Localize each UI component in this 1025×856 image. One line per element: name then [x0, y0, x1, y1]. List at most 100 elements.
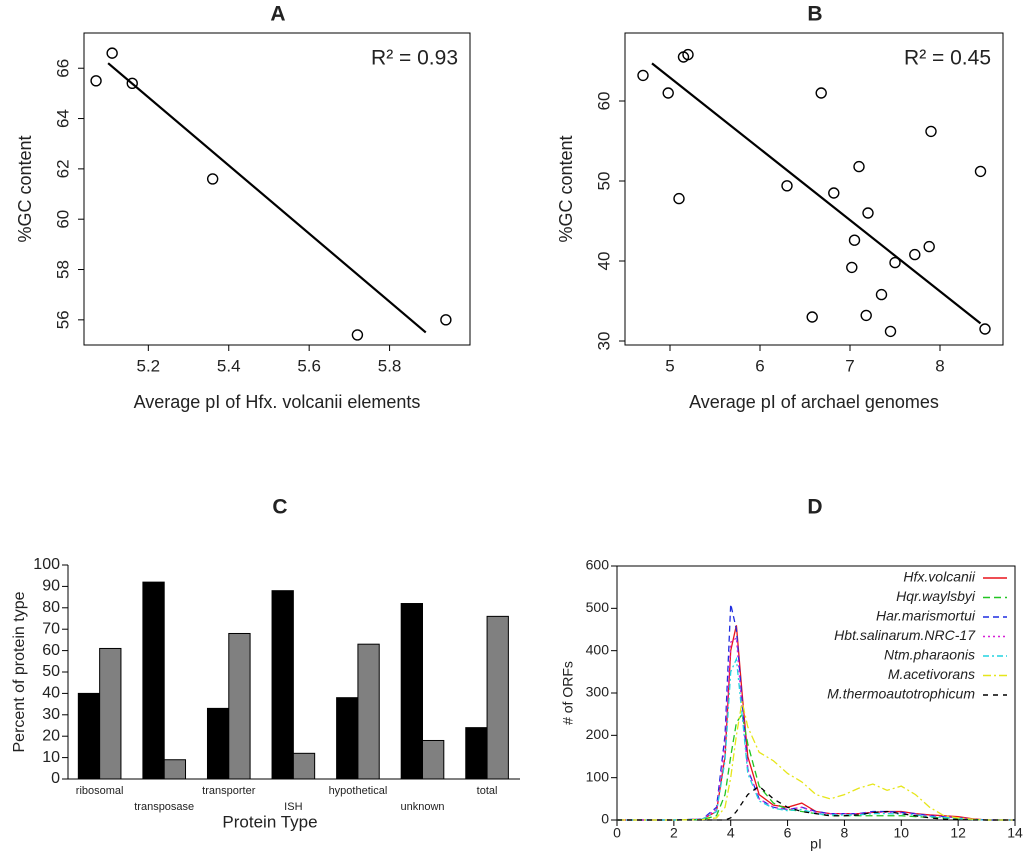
bar: [486, 615, 509, 780]
series-line: [617, 656, 1015, 821]
y-tick-label: 30: [594, 332, 613, 351]
point: [925, 125, 937, 138]
point: [828, 187, 840, 199]
legend-label: Hbt.salinarum.NRC-17: [834, 627, 976, 643]
y-tick-label: 0: [51, 770, 60, 787]
x-axis-label: Average pI of Hfx. volcanii elements: [134, 392, 421, 412]
point: [815, 87, 827, 99]
bar: [400, 603, 423, 780]
x-tick-label: 6: [784, 825, 792, 841]
point: [90, 75, 102, 87]
y-tick-label: 400: [586, 641, 610, 657]
x-tick-label: ribosomal: [76, 785, 124, 797]
y-tick-label: 600: [586, 557, 610, 573]
legend-label: Hfx.volcanii: [903, 569, 975, 585]
y-axis-label: Percent of protein type: [11, 591, 28, 752]
point: [662, 87, 674, 99]
point: [846, 261, 858, 274]
x-axis-label: Average pI of archael genomes: [689, 392, 939, 412]
y-tick-label: 90: [42, 578, 60, 595]
y-tick-label: 200: [586, 726, 610, 742]
plot-frame: [624, 32, 1004, 346]
y-tick-label: 300: [586, 684, 610, 700]
point: [974, 165, 987, 178]
x-tick-label: unknown: [400, 801, 444, 813]
plot-frame: [83, 32, 471, 346]
y-tick-label: 100: [586, 768, 610, 784]
point: [848, 234, 861, 246]
annotation: R² = 0.45: [904, 47, 991, 70]
x-tick-label: 5.4: [217, 356, 241, 375]
point: [351, 329, 364, 341]
series-line: [617, 712, 1015, 821]
point: [909, 248, 921, 261]
x-tick-label: 2: [670, 825, 678, 841]
y-axis-label: %GC content: [15, 135, 35, 242]
legend-label: M.acetivorans: [888, 666, 975, 682]
series-line: [617, 701, 1015, 821]
panel-title: C: [272, 496, 287, 519]
point: [637, 69, 649, 82]
y-tick-label: 30: [42, 706, 60, 723]
point: [440, 314, 452, 326]
point: [126, 77, 138, 90]
point: [673, 192, 685, 205]
point: [862, 207, 874, 219]
y-tick-label: 70: [42, 620, 60, 637]
bar: [206, 707, 230, 780]
panel-title: D: [807, 496, 822, 519]
y-tick-label: 62: [53, 159, 72, 178]
x-tick-label: total: [477, 785, 498, 797]
bar: [465, 727, 488, 780]
point: [923, 240, 935, 253]
y-tick-label: 58: [53, 260, 72, 279]
y-tick-label: 80: [42, 599, 60, 616]
point: [875, 288, 888, 301]
x-tick-label: ISH: [284, 801, 302, 813]
y-tick-label: 20: [42, 727, 60, 744]
annotation: R² = 0.93: [371, 47, 458, 70]
point: [889, 256, 901, 269]
fit-line: [651, 62, 982, 325]
x-axis-label: Protein Type: [222, 812, 317, 831]
y-tick-label: 66: [53, 59, 72, 78]
x-tick-label: transposase: [134, 801, 194, 813]
x-tick-label: 8: [935, 356, 944, 375]
bar: [142, 581, 165, 780]
x-tick-label: 5.2: [137, 356, 161, 375]
point: [884, 325, 897, 338]
x-tick-label: transporter: [202, 785, 256, 797]
point: [860, 309, 872, 322]
legend-label: M.thermoautotrophicum: [827, 686, 975, 702]
x-tick-label: 12: [950, 825, 966, 841]
y-tick-label: 64: [53, 109, 72, 128]
y-tick-label: 10: [42, 749, 60, 766]
panel-title: A: [270, 3, 285, 26]
x-tick-label: 6: [755, 356, 764, 375]
y-tick-label: 0: [601, 811, 609, 827]
bar: [336, 697, 359, 780]
point: [806, 311, 818, 323]
y-tick-label: 40: [42, 685, 60, 702]
x-tick-label: 4: [727, 825, 735, 841]
y-tick-label: 50: [42, 663, 60, 680]
legend-label: Ntm.pharaonis: [884, 647, 975, 663]
series-line: [617, 603, 1015, 821]
legend-label: Har.marismortui: [876, 608, 976, 624]
panel-title: B: [807, 3, 822, 26]
x-tick-label: 7: [845, 356, 854, 375]
y-axis-label: %GC content: [556, 135, 576, 242]
legend-label: Hqr.waylsbyi: [896, 588, 976, 604]
x-tick-label: 14: [1007, 825, 1023, 841]
series-line: [617, 785, 1015, 821]
y-tick-label: 50: [594, 172, 613, 191]
y-tick-label: 60: [594, 92, 613, 111]
x-tick-label: 10: [893, 825, 909, 841]
y-tick-label: 500: [586, 599, 610, 615]
fit-line: [107, 62, 427, 334]
x-tick-label: hypothetical: [329, 785, 388, 797]
point: [853, 160, 865, 173]
y-axis-label: # of ORFs: [560, 661, 576, 725]
